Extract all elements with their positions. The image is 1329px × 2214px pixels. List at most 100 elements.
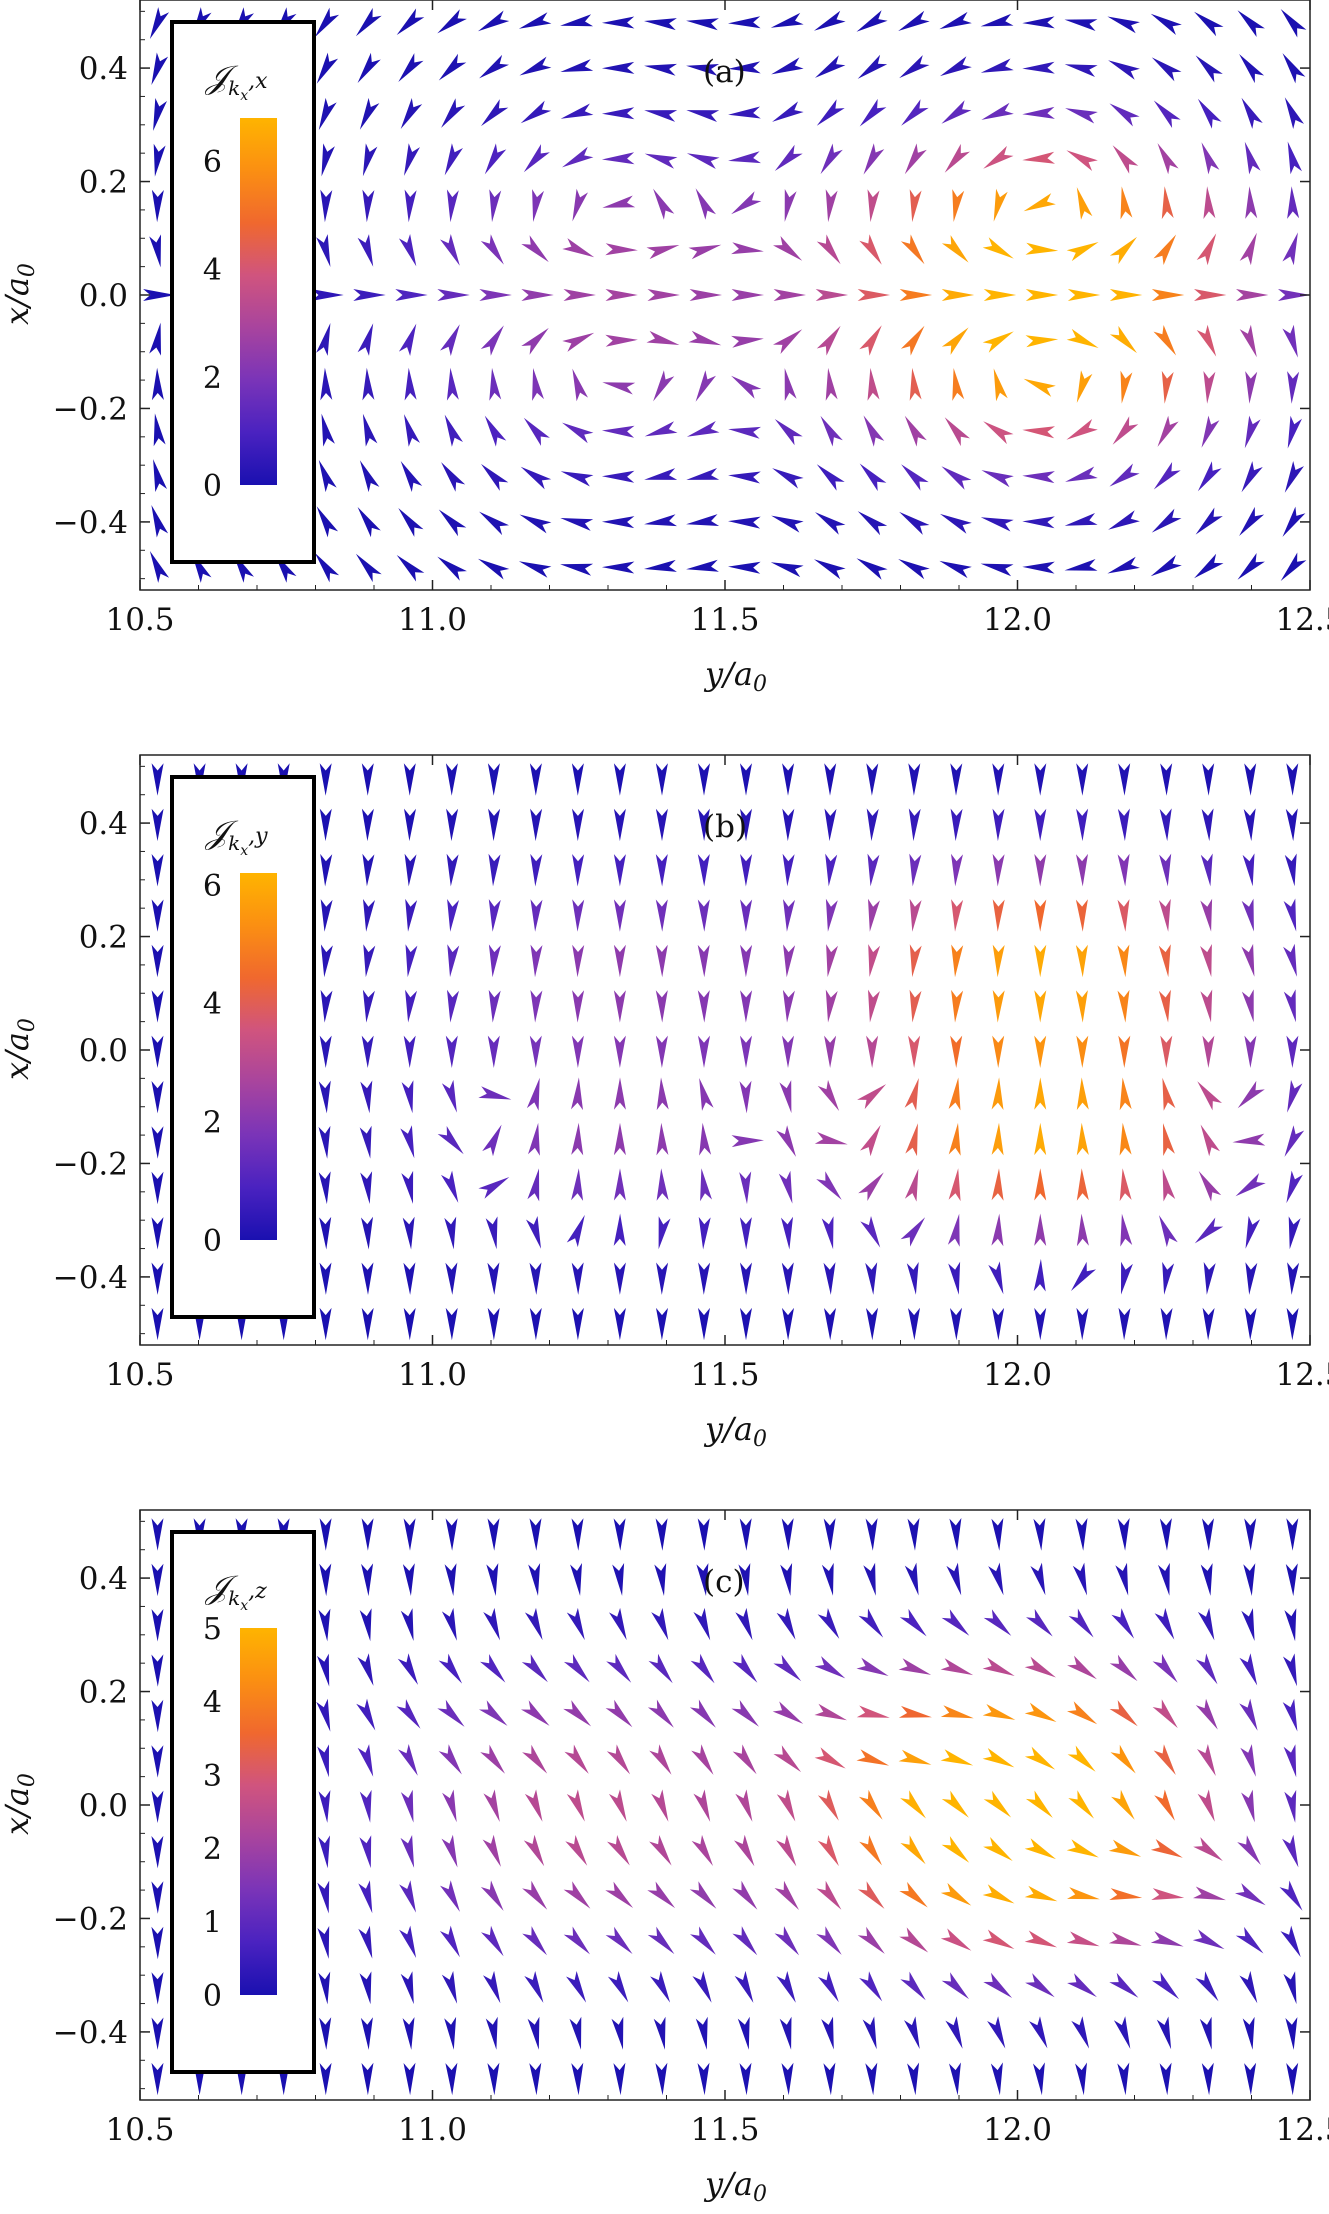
vector-arrow xyxy=(1245,1216,1261,1249)
vector-arrow xyxy=(1066,242,1099,262)
vector-arrow xyxy=(402,2017,415,2050)
vector-arrow xyxy=(859,1835,882,1866)
vector-arrow xyxy=(982,237,1014,259)
vector-arrow xyxy=(1025,335,1059,348)
vector-arrow xyxy=(655,1035,668,1068)
vector-arrow xyxy=(992,899,1005,932)
vector-arrow xyxy=(650,1971,671,2003)
vector-arrow xyxy=(644,18,677,31)
vector-arrow xyxy=(151,854,164,887)
vector-arrow xyxy=(740,1262,752,1295)
vector-arrow xyxy=(405,989,417,1023)
vector-arrow xyxy=(482,1124,502,1157)
y-tick-label: 0.4 xyxy=(79,1561,128,1597)
vector-arrow xyxy=(524,1971,544,2003)
vector-arrow xyxy=(478,1177,510,1199)
vector-arrow xyxy=(908,1307,920,1341)
vector-arrow xyxy=(900,1217,926,1247)
vector-arrow xyxy=(1193,1837,1223,1861)
vector-arrow xyxy=(1120,1213,1133,1247)
vector-arrow xyxy=(859,98,887,127)
vector-arrow xyxy=(735,1607,753,1641)
vector-arrow xyxy=(358,1925,373,1959)
vector-arrow xyxy=(988,1562,1004,1596)
vector-arrow xyxy=(149,7,170,39)
vector-arrow xyxy=(658,1216,671,1250)
vector-arrow xyxy=(1201,142,1220,175)
vector-arrow xyxy=(608,1789,627,1822)
vector-arrow xyxy=(983,1790,1012,1818)
vector-arrow xyxy=(153,459,167,492)
vector-arrow xyxy=(734,1834,755,1867)
vector-arrow xyxy=(355,7,382,37)
vector-arrow xyxy=(398,508,424,537)
vector-arrow xyxy=(153,413,166,447)
vector-arrow xyxy=(1110,1744,1136,1774)
vector-arrow xyxy=(728,61,761,74)
vector-arrow xyxy=(361,2062,374,2096)
vector-arrow xyxy=(361,1262,374,1295)
vector-arrow xyxy=(440,1880,460,1912)
vector-arrow xyxy=(362,367,375,401)
vector-arrow xyxy=(655,1518,668,1551)
vector-arrow xyxy=(403,1035,416,1068)
vector-arrow xyxy=(1034,1122,1047,1156)
vector-arrow xyxy=(1025,242,1059,255)
vector-arrow xyxy=(530,853,543,887)
vector-arrow xyxy=(815,55,846,78)
vector-arrow xyxy=(690,1926,716,1955)
vector-arrow xyxy=(529,2062,542,2096)
vector-arrow xyxy=(1202,1307,1215,1341)
vector-arrow xyxy=(688,330,722,346)
vector-arrow xyxy=(732,1744,757,1775)
vector-arrow xyxy=(488,989,501,1023)
vector-arrow xyxy=(153,98,167,131)
vector-arrow xyxy=(1203,186,1216,219)
vector-arrow xyxy=(982,1884,1015,1904)
vector-arrow xyxy=(445,763,458,796)
vector-arrow xyxy=(1159,2062,1172,2096)
colorbar-legend: 𝒥kx,y 0 2 4 6 xyxy=(170,775,316,1319)
vector-arrow xyxy=(774,419,803,446)
vector-arrow xyxy=(400,1125,415,1159)
vector-arrow xyxy=(656,1077,669,1111)
vector-arrow xyxy=(739,1080,752,1114)
vector-arrow xyxy=(983,145,1014,169)
vector-arrow xyxy=(444,143,463,176)
vector-arrow xyxy=(479,289,512,301)
vector-arrow xyxy=(825,898,838,932)
vector-arrow xyxy=(1200,944,1212,977)
vector-arrow xyxy=(151,1126,164,1159)
vector-arrow xyxy=(523,1834,545,1867)
vector-arrow xyxy=(398,323,417,356)
vector-arrow xyxy=(1109,103,1140,127)
vector-arrow xyxy=(446,808,459,842)
vector-arrow xyxy=(867,367,880,401)
panel-label: (c) xyxy=(703,1564,745,1600)
vector-arrow xyxy=(319,1518,332,1551)
vector-arrow xyxy=(824,1035,837,1068)
vector-arrow xyxy=(1158,1562,1170,1596)
vector-arrow xyxy=(825,853,838,887)
vector-arrow xyxy=(1071,1261,1096,1291)
vector-arrow xyxy=(1066,328,1099,348)
vector-arrow xyxy=(867,189,880,223)
vector-arrow xyxy=(523,144,550,173)
vector-arrow xyxy=(357,52,381,83)
vector-arrow xyxy=(686,468,720,480)
vector-arrow xyxy=(487,1262,500,1295)
vector-arrow xyxy=(980,563,1014,577)
vector-arrow xyxy=(560,59,594,72)
vector-arrow xyxy=(400,1971,414,2005)
vector-arrow xyxy=(353,289,386,301)
vector-arrow xyxy=(527,1168,540,1202)
vector-arrow xyxy=(613,763,626,796)
vector-arrow xyxy=(860,1216,881,1248)
vector-arrow xyxy=(1120,370,1133,404)
vector-arrow xyxy=(856,10,888,32)
x-axis-label: y/a0 xyxy=(703,655,767,697)
vector-arrow xyxy=(655,899,668,932)
vector-arrow xyxy=(1239,54,1265,84)
vector-arrow xyxy=(816,99,845,126)
vector-arrow xyxy=(1109,1888,1143,1900)
